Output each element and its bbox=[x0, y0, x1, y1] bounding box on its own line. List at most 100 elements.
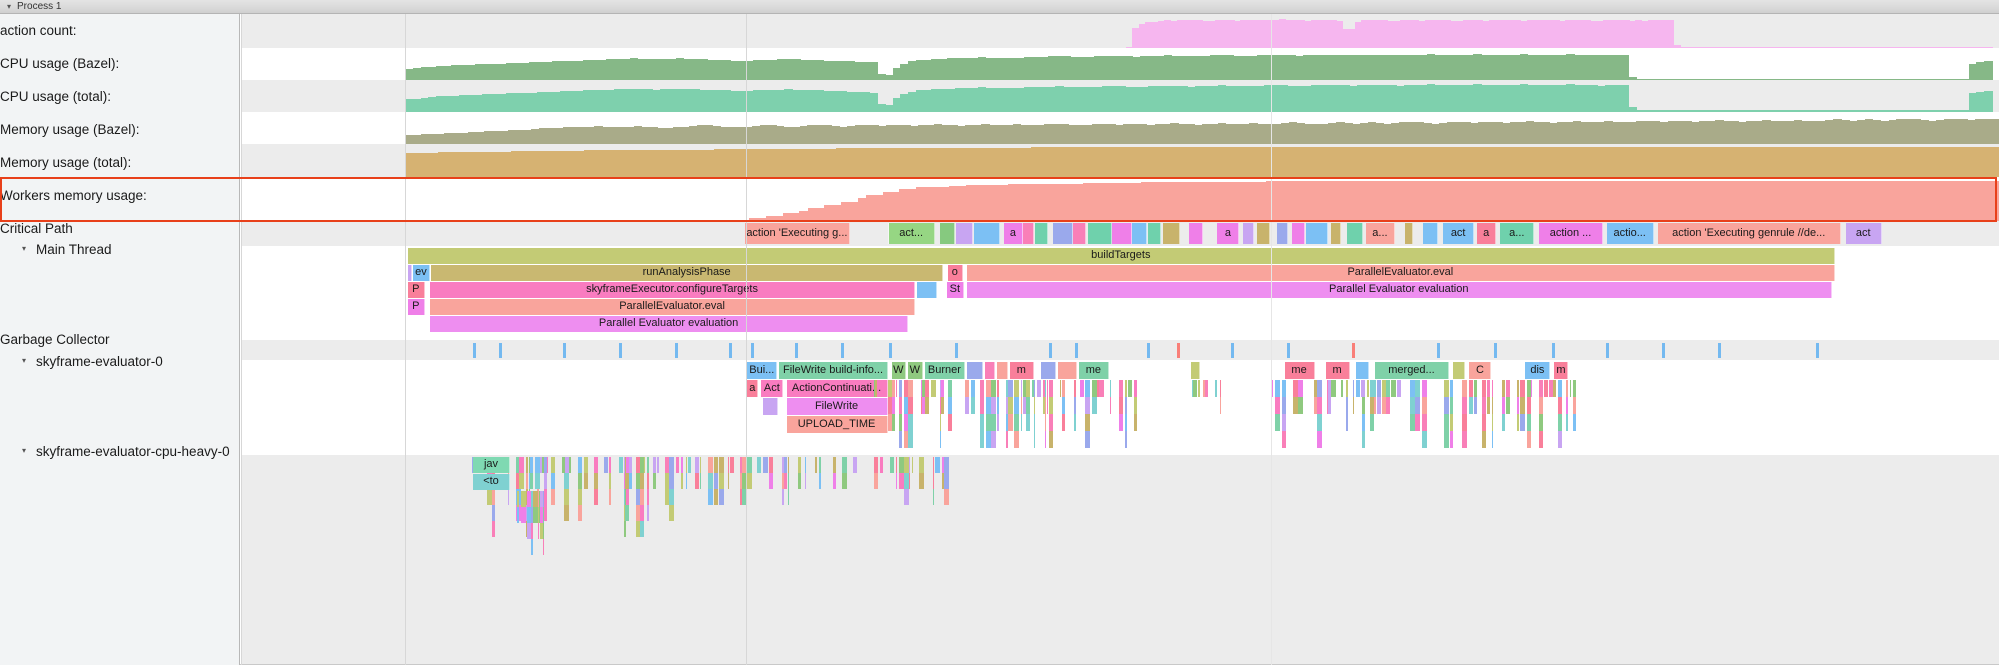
flame-micro-slice[interactable] bbox=[1487, 397, 1491, 414]
flame-micro-slice[interactable] bbox=[518, 457, 524, 473]
flame-micro-slice[interactable] bbox=[1293, 380, 1299, 397]
flame-micro-slice[interactable] bbox=[1474, 397, 1478, 414]
flame-micro-slice[interactable] bbox=[713, 457, 718, 473]
flame-micro-slice[interactable] bbox=[762, 457, 768, 473]
flame-micro-slice[interactable] bbox=[551, 457, 556, 473]
flame-micro-slice[interactable] bbox=[1517, 380, 1520, 397]
flame-micro-slice[interactable] bbox=[895, 457, 897, 473]
track-row-cpu-usage-total[interactable] bbox=[241, 80, 1999, 112]
flame-micro-slice[interactable] bbox=[541, 457, 544, 473]
gc-event-tick-minor[interactable] bbox=[473, 343, 477, 358]
flame-micro-slice[interactable] bbox=[1025, 397, 1030, 414]
flame-micro-slice[interactable] bbox=[1531, 380, 1533, 397]
flame-micro-slice[interactable] bbox=[546, 457, 548, 473]
flame-micro-slice[interactable] bbox=[1031, 380, 1034, 397]
flame-micro-slice[interactable] bbox=[907, 397, 913, 414]
flame-micro-slice[interactable] bbox=[718, 457, 724, 473]
flame-micro-slice[interactable] bbox=[1517, 397, 1520, 414]
flame-micro-slice[interactable] bbox=[814, 457, 817, 473]
flame-micro-slice[interactable] bbox=[979, 397, 984, 414]
chevron-down-icon[interactable]: ▾ bbox=[7, 1, 12, 11]
gc-event-tick-minor[interactable] bbox=[1552, 343, 1556, 358]
skyframe-eval-d0-slice[interactable] bbox=[966, 362, 983, 379]
flame-micro-slice[interactable] bbox=[578, 489, 583, 505]
flame-micro-slice[interactable] bbox=[741, 473, 747, 489]
flame-micro-slice[interactable] bbox=[1506, 380, 1511, 397]
flame-micro-slice[interactable] bbox=[1033, 431, 1035, 448]
flame-micro-slice[interactable] bbox=[1109, 397, 1111, 414]
gc-event-tick-minor[interactable] bbox=[729, 343, 733, 358]
flame-micro-slice[interactable] bbox=[1061, 414, 1065, 431]
flame-micro-slice[interactable] bbox=[1133, 397, 1137, 414]
flame-micro-slice[interactable] bbox=[718, 473, 724, 489]
flame-micro-slice[interactable] bbox=[1298, 380, 1304, 397]
flame-micro-slice[interactable] bbox=[903, 457, 909, 473]
flame-micro-slice[interactable] bbox=[1091, 380, 1097, 397]
skyframe-eval-d0-slice[interactable]: dis bbox=[1525, 362, 1551, 379]
flame-micro-slice[interactable] bbox=[1422, 397, 1428, 414]
main-thread-d3-slice[interactable]: ParallelEvaluator.eval bbox=[429, 299, 916, 315]
flame-micro-slice[interactable] bbox=[746, 457, 752, 473]
flame-micro-slice[interactable] bbox=[741, 489, 747, 505]
flame-micro-slice[interactable] bbox=[1539, 380, 1544, 397]
flame-micro-slice[interactable] bbox=[1558, 397, 1563, 414]
main-thread-d2-slice[interactable]: St bbox=[946, 282, 964, 298]
flame-micro-slice[interactable] bbox=[1042, 380, 1045, 397]
main-thread-d3-slice[interactable]: P bbox=[407, 299, 425, 315]
flame-micro-slice[interactable] bbox=[1033, 397, 1035, 414]
flame-micro-slice[interactable] bbox=[895, 380, 897, 397]
critical-path-slice[interactable]: act... bbox=[888, 223, 935, 244]
flame-micro-slice[interactable] bbox=[1096, 380, 1099, 397]
flame-micro-slice[interactable] bbox=[1327, 380, 1329, 397]
flame-micro-slice[interactable] bbox=[1502, 380, 1506, 397]
flame-micro-slice[interactable] bbox=[1450, 431, 1454, 448]
flame-micro-slice[interactable] bbox=[891, 414, 895, 431]
flame-micro-slice[interactable] bbox=[1506, 397, 1511, 414]
flame-micro-slice[interactable] bbox=[990, 431, 996, 448]
flame-micro-slice[interactable] bbox=[1492, 414, 1494, 431]
flame-micro-slice[interactable] bbox=[685, 457, 687, 473]
flame-micro-slice[interactable] bbox=[531, 523, 534, 539]
flame-micro-slice[interactable] bbox=[1444, 380, 1450, 397]
flame-micro-slice[interactable] bbox=[943, 489, 949, 505]
flame-micro-slice[interactable] bbox=[564, 473, 570, 489]
flame-micro-slice[interactable] bbox=[903, 397, 908, 414]
flame-micro-slice[interactable] bbox=[657, 457, 660, 473]
flame-micro-slice[interactable] bbox=[990, 414, 996, 431]
main-thread-d1-slice[interactable]: o bbox=[947, 265, 963, 281]
flame-micro-slice[interactable] bbox=[1033, 414, 1035, 431]
flame-micro-slice[interactable] bbox=[647, 457, 650, 473]
flame-micro-slice[interactable] bbox=[1124, 414, 1127, 431]
flame-micro-slice[interactable] bbox=[1410, 397, 1416, 414]
main-thread-d1-slice[interactable] bbox=[407, 265, 412, 281]
flame-micro-slice[interactable] bbox=[1544, 380, 1549, 397]
gc-event-tick-minor[interactable] bbox=[1146, 343, 1150, 358]
flame-micro-slice[interactable] bbox=[624, 521, 626, 537]
flame-micro-slice[interactable] bbox=[1474, 380, 1478, 397]
critical-path-slice[interactable]: action 'Executing g... bbox=[745, 223, 850, 244]
flame-micro-slice[interactable] bbox=[1275, 397, 1281, 414]
flame-micro-slice[interactable] bbox=[1386, 397, 1391, 414]
flame-micro-slice[interactable] bbox=[508, 489, 510, 505]
flame-micro-slice[interactable] bbox=[534, 473, 540, 489]
flame-micro-slice[interactable] bbox=[996, 397, 999, 414]
process-header[interactable]: ▾ Process 1 bbox=[0, 0, 1999, 14]
flame-micro-slice[interactable] bbox=[1044, 431, 1046, 448]
flame-micro-slice[interactable] bbox=[1444, 397, 1450, 414]
flame-micro-slice[interactable] bbox=[1214, 380, 1217, 397]
flame-micro-slice[interactable] bbox=[1022, 380, 1026, 397]
flame-micro-slice[interactable] bbox=[609, 457, 612, 473]
flame-micro-slice[interactable] bbox=[492, 505, 496, 521]
flame-micro-slice[interactable] bbox=[1020, 397, 1022, 414]
flame-micro-slice[interactable] bbox=[1044, 414, 1046, 431]
flame-micro-slice[interactable] bbox=[636, 473, 641, 489]
flame-micro-slice[interactable] bbox=[1046, 380, 1048, 397]
flame-micro-slice[interactable] bbox=[898, 473, 904, 489]
flame-micro-slice[interactable] bbox=[647, 473, 650, 489]
flame-micro-slice[interactable] bbox=[625, 473, 627, 489]
flame-micro-slice[interactable] bbox=[1374, 380, 1377, 397]
flame-micro-slice[interactable] bbox=[1415, 380, 1421, 397]
flame-micro-slice[interactable] bbox=[903, 489, 909, 505]
gc-event-tick-minor[interactable] bbox=[619, 343, 623, 358]
flame-micro-slice[interactable] bbox=[1517, 414, 1520, 431]
